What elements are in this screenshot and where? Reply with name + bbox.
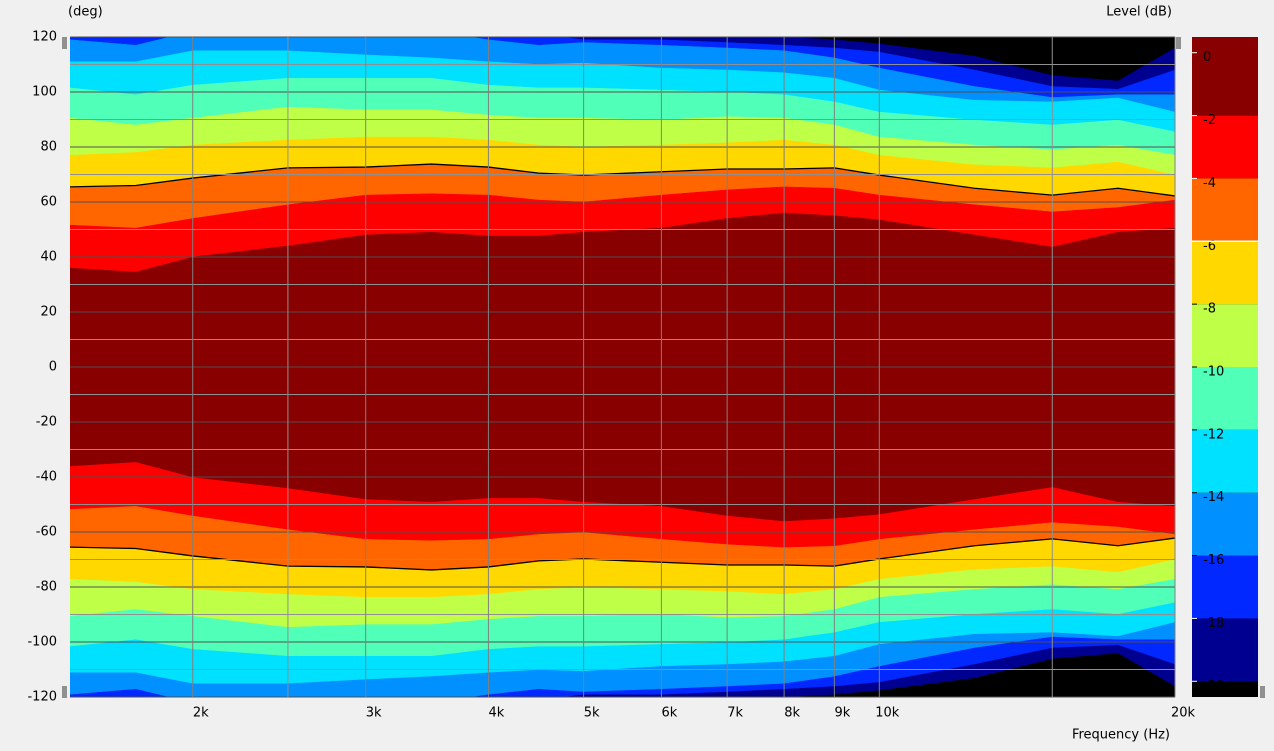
colorbar-tick-label: -2 <box>1203 113 1216 128</box>
colorbar-band <box>1192 178 1258 242</box>
colorbar-tick-label: -20 <box>1203 679 1224 694</box>
x-tick-label: 10k <box>875 706 900 721</box>
y-tick-label: 20 <box>40 305 57 320</box>
colorbar-band <box>1192 241 1258 305</box>
x-tick-label: 20k <box>1171 706 1196 721</box>
colorbar-tick-label: 0 <box>1203 50 1211 65</box>
contour-line <box>70 537 1175 571</box>
colorbar-band <box>1192 618 1258 682</box>
y-tick-label: 0 <box>49 360 57 375</box>
colorbar-band <box>1192 367 1258 430</box>
y-tick-label: -100 <box>27 635 57 650</box>
colorbar-band <box>1192 115 1258 179</box>
contour-line <box>70 163 1175 197</box>
y-tick-label: -80 <box>36 580 57 595</box>
y-tick-label: -20 <box>36 415 57 430</box>
y-tick-label: 40 <box>40 250 57 265</box>
colorbar-tick-label: -16 <box>1203 553 1224 568</box>
x-tick-label: 5k <box>584 706 600 721</box>
scroll-handle <box>1176 37 1181 49</box>
colorbar-tick-label: -14 <box>1203 490 1224 505</box>
x-tick-label: 8k <box>784 706 800 721</box>
colorbar-label: Level (dB) <box>1106 5 1172 20</box>
x-tick-label: 7k <box>727 706 743 721</box>
scroll-handle <box>62 686 67 698</box>
y-tick-label: -120 <box>27 690 57 705</box>
y-tick-label: 80 <box>40 140 57 155</box>
x-tick-label: 3k <box>366 706 382 721</box>
colorbar-band <box>1192 37 1258 116</box>
colorbar-band <box>1192 492 1258 556</box>
y-axis-label: (deg) <box>68 5 103 20</box>
colorbar-band <box>1192 304 1258 367</box>
x-axis-label: Frequency (Hz) <box>1072 728 1170 743</box>
colorbar-tick-label: -8 <box>1203 302 1216 317</box>
scroll-handle <box>62 37 67 49</box>
colorbar-band <box>1192 555 1258 619</box>
colorbar-band <box>1192 429 1258 493</box>
x-tick-label: 4k <box>489 706 505 721</box>
scroll-handle <box>1260 686 1265 698</box>
y-tick-label: -40 <box>36 470 57 485</box>
colorbar-tick-label: -12 <box>1203 427 1224 442</box>
colorbar-tick-label: -6 <box>1203 239 1216 254</box>
y-tick-label: -60 <box>36 525 57 540</box>
y-tick-label: 60 <box>40 195 57 210</box>
colorbar: 0 -2 -4 -6 -8 -10 -12 -14 -16 -18 -20 <box>1192 37 1258 697</box>
colorbar-tick-label: -10 <box>1203 365 1224 380</box>
colorbar-tick-label: -4 <box>1203 176 1216 191</box>
y-tick-label: 120 <box>32 30 57 45</box>
x-tick-label: 2k <box>193 706 209 721</box>
x-tick-label: 6k <box>661 706 677 721</box>
colorbar-tick-label: -18 <box>1203 616 1224 631</box>
x-tick-label: 9k <box>834 706 850 721</box>
y-tick-label: 100 <box>32 85 57 100</box>
